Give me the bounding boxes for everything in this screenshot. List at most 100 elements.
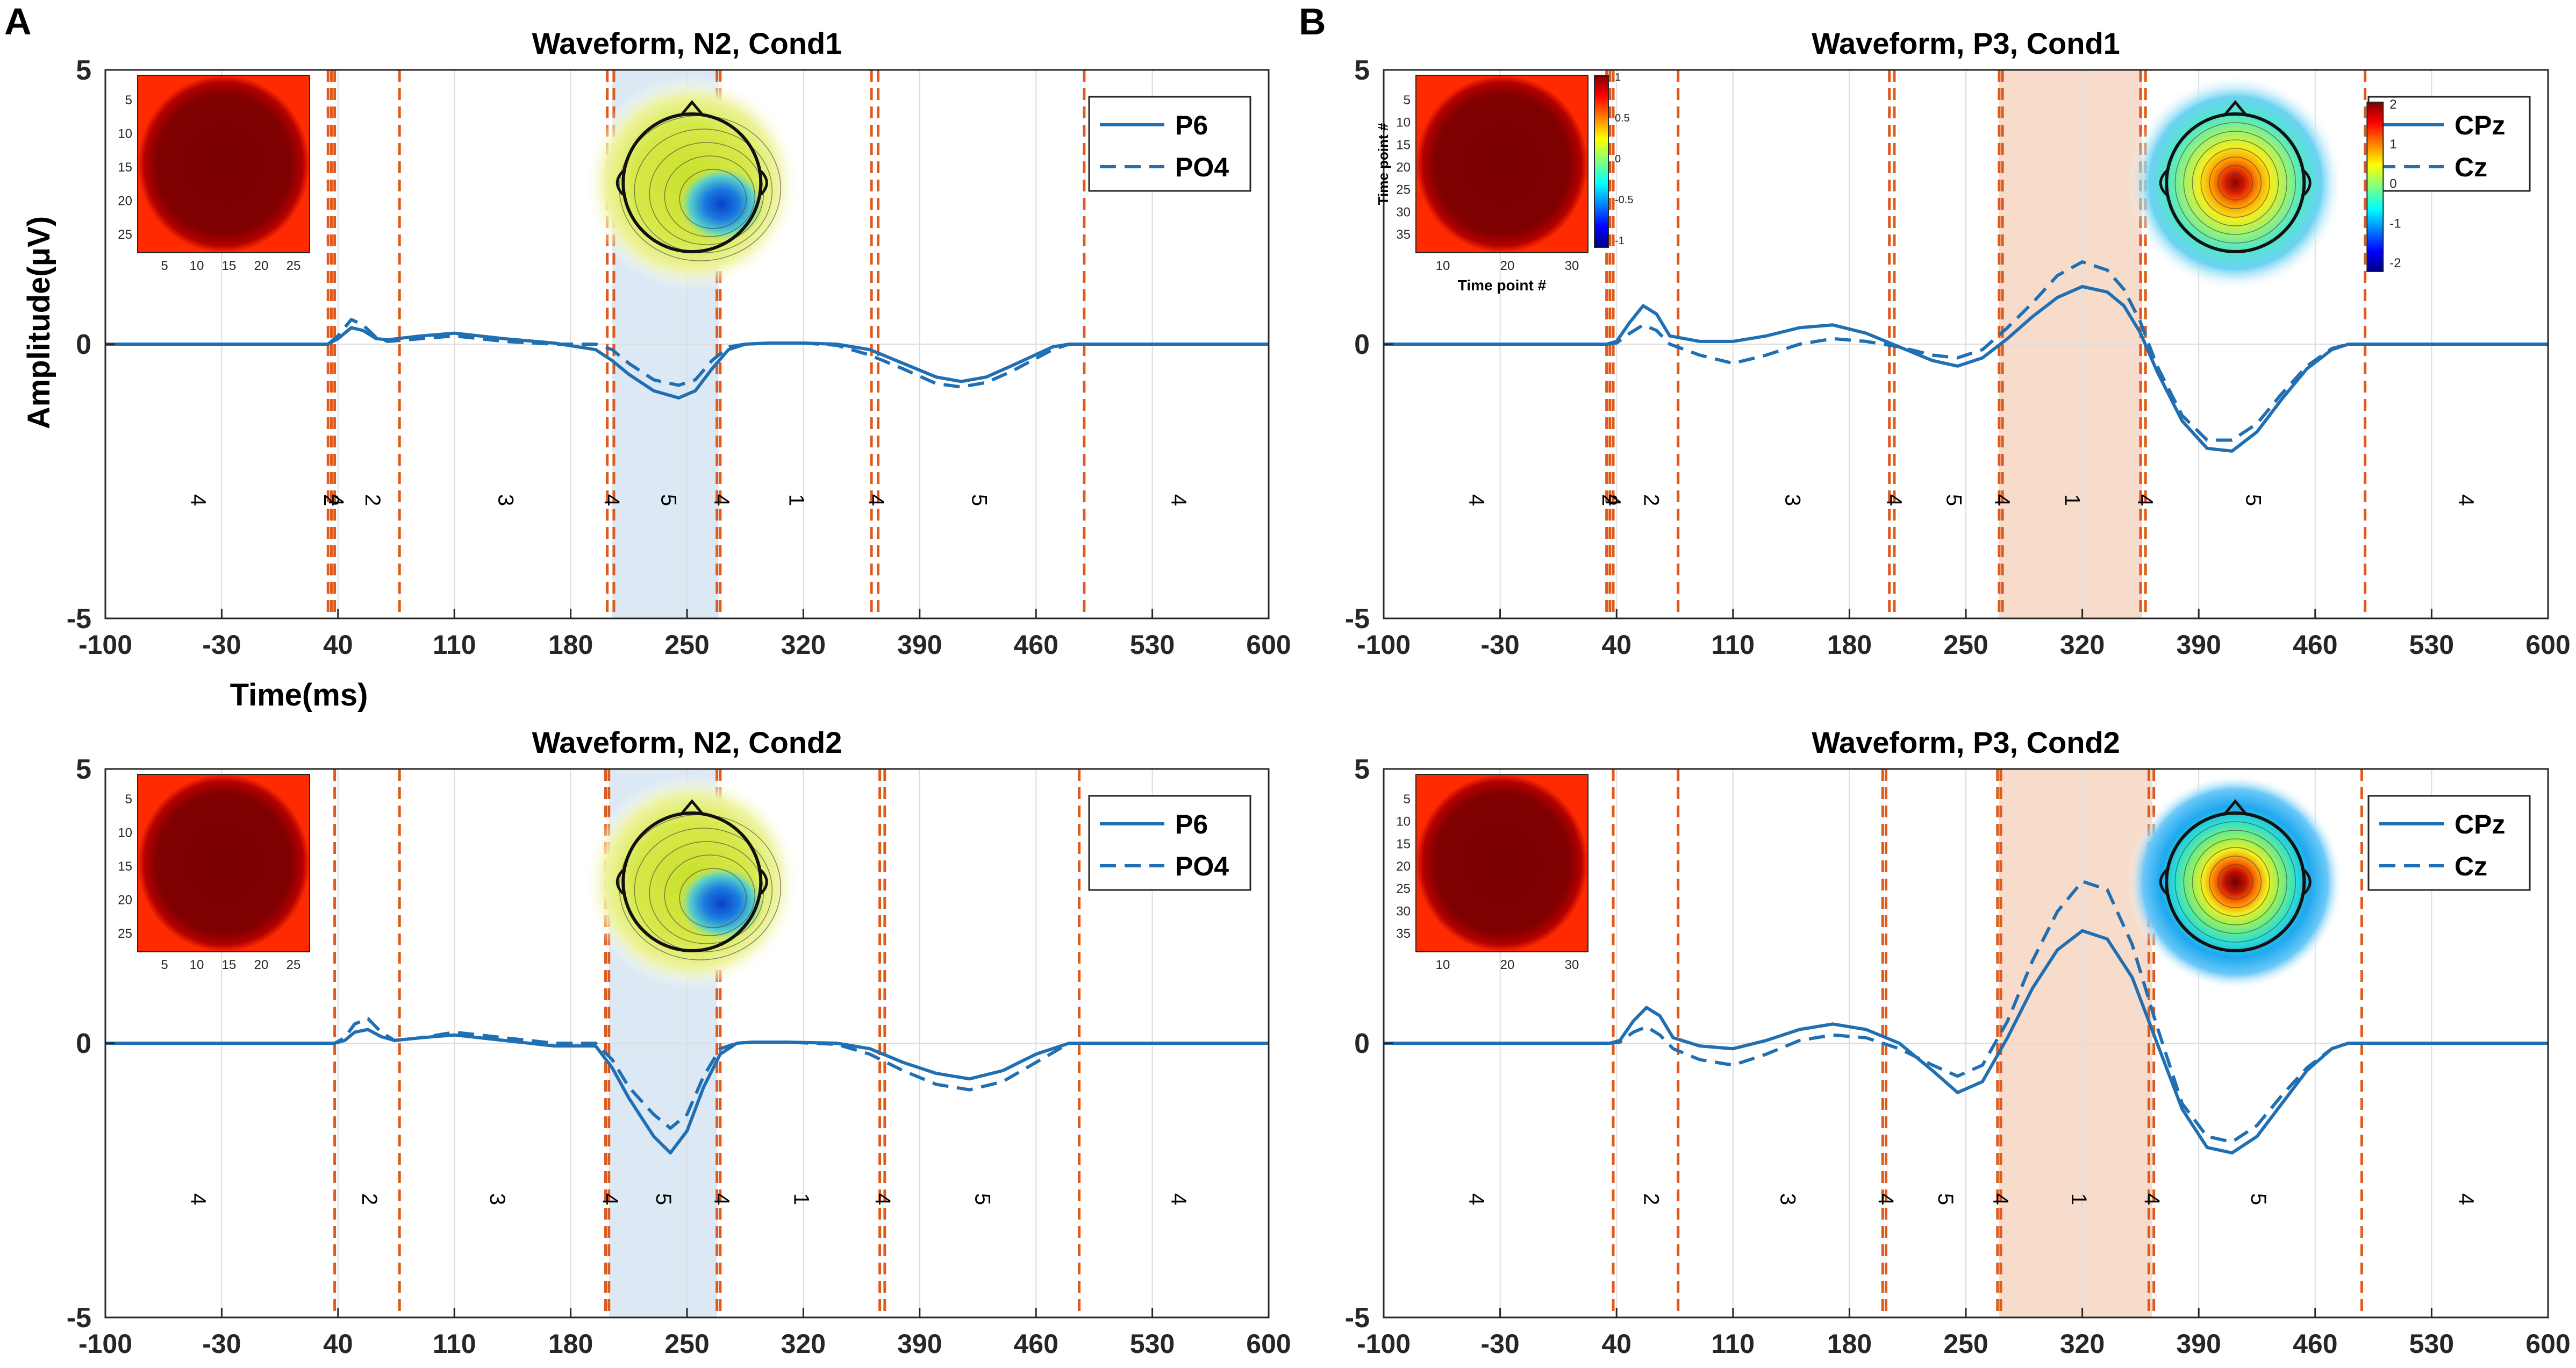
- x-tick-label: 180: [548, 630, 593, 660]
- y-tick-label: 0: [1354, 1028, 1370, 1059]
- inset-y-tick: 5: [125, 93, 132, 108]
- x-axis-label: Time(ms): [230, 678, 368, 712]
- heatmap-inset: 5 10 15 20 25 5 10 15 20 25: [118, 75, 310, 273]
- chart-panel-4: 4 2 3 4 5 4 1 4 5 4-100 -30 40 110 180 250 320 390 460 530…: [1345, 725, 2571, 1359]
- topomap: [2128, 774, 2343, 989]
- topomap-contour: [2200, 847, 2271, 917]
- topomap-colorbar-tick: 2: [2389, 97, 2396, 112]
- x-tick-label: 110: [433, 630, 476, 660]
- segment-label: 1: [790, 1193, 813, 1205]
- x-tick-label: -30: [1480, 630, 1519, 660]
- y-tick-label: 0: [76, 1028, 91, 1059]
- head-nose: [680, 799, 704, 815]
- y-tick-label: 5: [1354, 55, 1370, 86]
- segment-label: 4: [1465, 1193, 1489, 1205]
- segment-label: 1: [784, 494, 808, 506]
- segment-label: 1: [2067, 1193, 2091, 1205]
- inset-colorbar: [1594, 75, 1609, 248]
- inset-y-tick: 20: [1396, 859, 1411, 874]
- x-tick-label: 180: [548, 1329, 593, 1359]
- legend-box: [1088, 96, 1251, 192]
- topomap: [584, 75, 800, 290]
- topomap-contour: [2217, 165, 2253, 201]
- segment-label: 5: [1942, 494, 1966, 506]
- topomap-colorbar-tick: 1: [2389, 137, 2396, 152]
- segment-label: 4: [600, 494, 624, 506]
- segment-label: 4: [2455, 494, 2478, 506]
- inset-y-tick: 30: [1396, 205, 1411, 219]
- legend-label: CPz: [2455, 110, 2505, 140]
- segment-label: 4: [186, 494, 210, 506]
- topomap-contour: [2192, 838, 2279, 925]
- inset-colorbar-tick: 0.5: [1615, 112, 1630, 124]
- segment-label: 5: [2242, 494, 2265, 506]
- segment-label: 2: [357, 1193, 381, 1205]
- topomap-contour: [2174, 821, 2296, 943]
- y-tick-label: -5: [1345, 603, 1370, 635]
- segment-label: 5: [971, 1193, 994, 1205]
- segment-label: 4: [1874, 1193, 1898, 1205]
- head-outline: [621, 811, 763, 952]
- inset-x-tick: 25: [287, 958, 301, 972]
- legend-label: PO4: [1175, 152, 1229, 182]
- inset-x-tick: 15: [222, 259, 237, 273]
- legend-label: Cz: [2455, 152, 2487, 182]
- inset-y-tick: 25: [118, 927, 132, 941]
- x-tick-label: -30: [1480, 1329, 1519, 1359]
- x-tick-label: 320: [2060, 1329, 2105, 1359]
- inset-x-tick: 30: [1565, 958, 1579, 972]
- inset-y-tick: 10: [1396, 116, 1411, 130]
- x-tick-label: 600: [1246, 1329, 1291, 1359]
- segment-label: 5: [2246, 1193, 2270, 1205]
- segment-label: 4: [871, 1193, 895, 1205]
- inset-y-tick: 5: [125, 792, 132, 807]
- x-tick-label: 250: [664, 630, 709, 660]
- series-line-po4: [105, 1017, 1269, 1130]
- x-tick-label: 390: [2176, 1329, 2221, 1359]
- x-tick-label: 40: [1601, 1329, 1632, 1359]
- segment-label: 4: [324, 494, 348, 506]
- inset-x-tick: 20: [1500, 259, 1515, 273]
- x-tick-label: 390: [897, 630, 942, 660]
- inset-y-tick: 35: [1396, 227, 1411, 242]
- inset-x-tick: 25: [287, 259, 301, 273]
- head-left-ear: [2159, 170, 2168, 196]
- topomap-contour: [2226, 174, 2245, 192]
- segment-label: 4: [1882, 494, 1906, 506]
- topomap-contour: [2209, 156, 2262, 209]
- inset-colorbar-tick: -1: [1615, 235, 1625, 247]
- inset-y-tick: 15: [118, 859, 132, 874]
- heatmap-fill: [1416, 774, 1588, 952]
- inset-colorbar-tick: 1: [1615, 72, 1621, 83]
- x-tick-label: 530: [2409, 630, 2454, 660]
- segment-label: 4: [1601, 494, 1625, 506]
- chart-title: Waveform, P3, Cond2: [1812, 725, 2120, 759]
- inset-y-tick: 35: [1396, 927, 1411, 941]
- x-tick-label: -100: [1357, 1329, 1411, 1359]
- x-tick-label: 110: [1711, 1329, 1755, 1359]
- segment-label: 5: [967, 494, 991, 506]
- inset-x-tick: 30: [1565, 259, 1579, 273]
- topomap-contour: [2192, 139, 2279, 226]
- inset-x-label: Time point #: [1458, 277, 1547, 294]
- topomap-colorbar: [2366, 102, 2384, 272]
- x-tick-label: 180: [1827, 1329, 1872, 1359]
- heatmap-fill: [138, 774, 310, 952]
- topomap-contour: [634, 129, 773, 253]
- topomap-contour: [2174, 122, 2296, 244]
- legend-label: CPz: [2455, 809, 2505, 839]
- head-outline: [2165, 112, 2306, 253]
- inset-y-tick: 5: [1404, 792, 1411, 807]
- panel-letter-a: A: [4, 1, 32, 42]
- segment-label: 4: [1167, 1193, 1190, 1205]
- chart-title: Waveform, N2, Cond2: [532, 725, 842, 759]
- series-line-cpz: [1384, 929, 2548, 1155]
- segment-label: 2: [1598, 494, 1621, 506]
- x-tick-label: -30: [202, 630, 241, 660]
- heatmap-fill: [1416, 75, 1588, 253]
- y-tick-label: 5: [76, 754, 91, 785]
- x-tick-label: 110: [433, 1329, 476, 1359]
- head-nose: [2223, 799, 2248, 815]
- y-tick-label: -5: [67, 603, 91, 635]
- chart-panel-1: 4 24 2 3 4 5 4 1 4 5 4-100 -30 40 110 180 250 320 390 460 5…: [22, 26, 1291, 712]
